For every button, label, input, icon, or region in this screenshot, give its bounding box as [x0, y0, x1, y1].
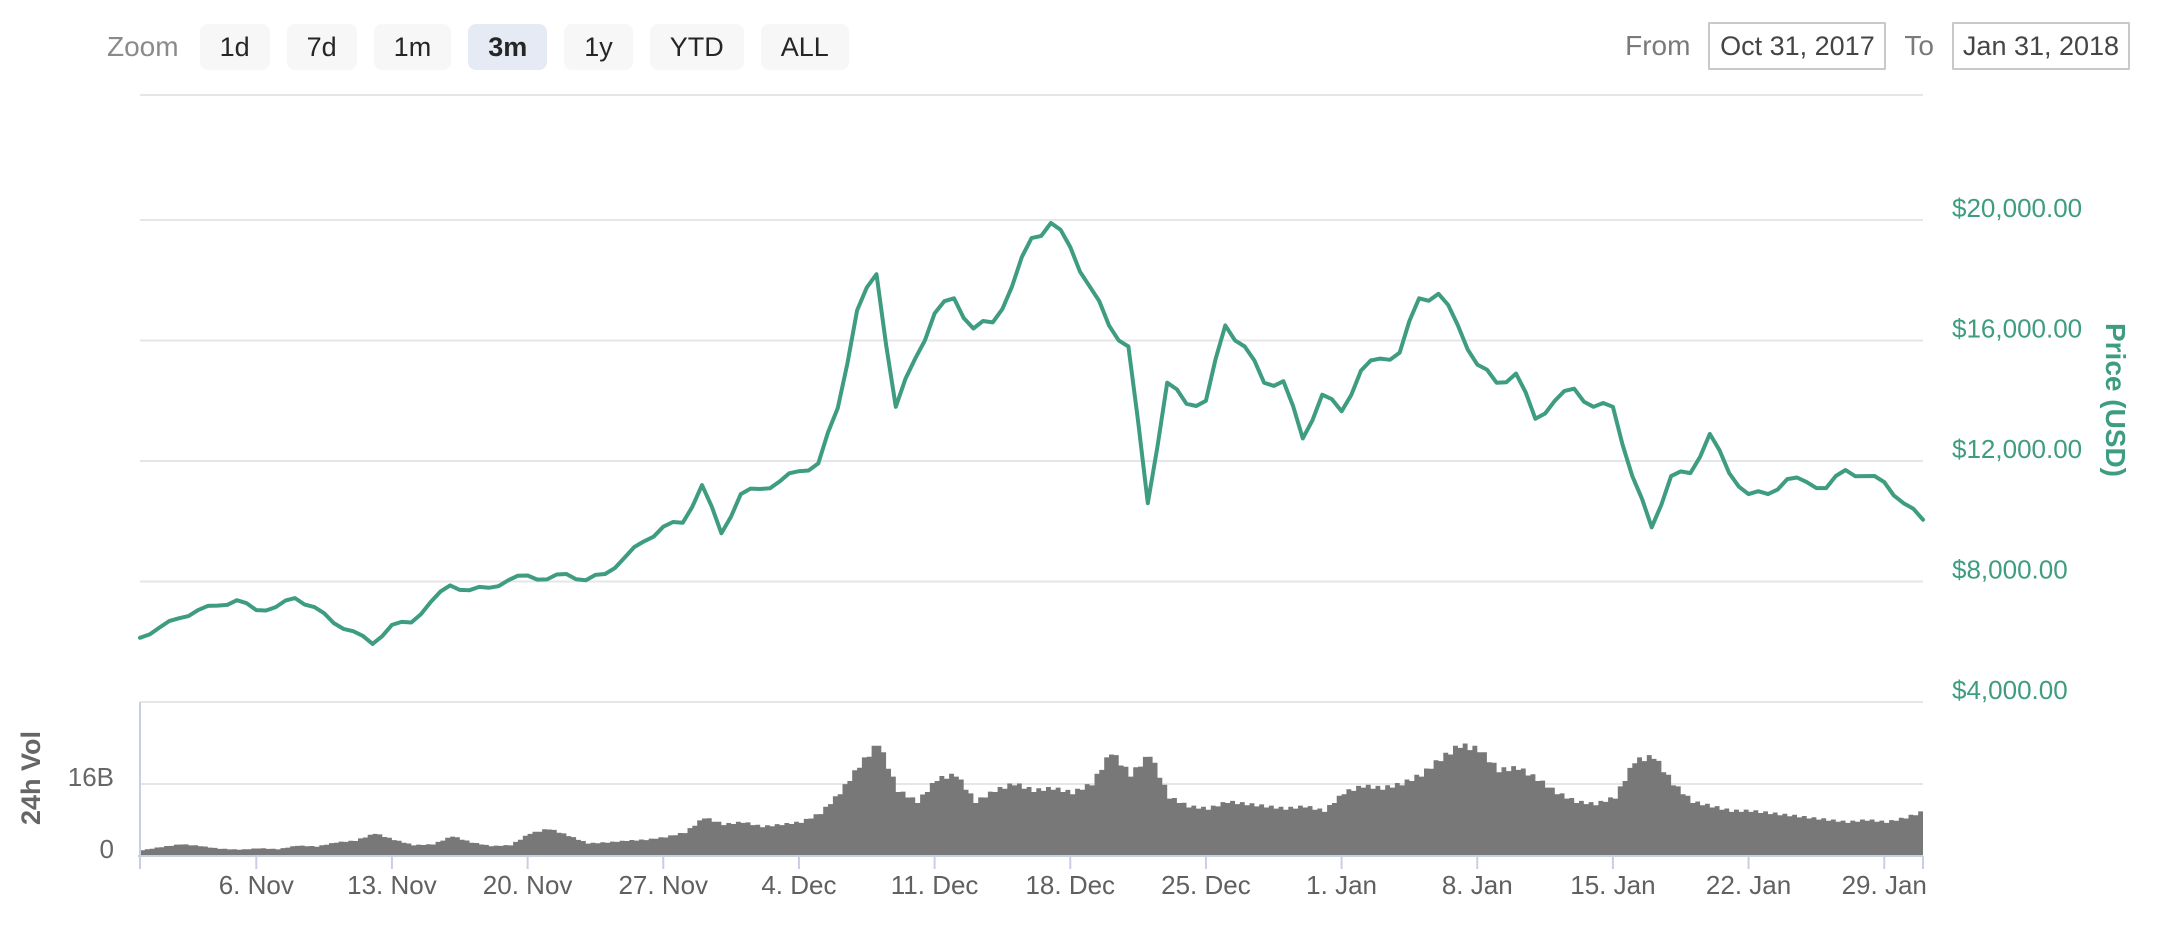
x-axis-label: 8. Jan — [1442, 870, 1513, 900]
volume-axis-label: 16B — [68, 762, 114, 792]
x-axis-label: 27. Nov — [618, 870, 708, 900]
x-axis-label: 25. Dec — [1161, 870, 1251, 900]
price-axis-label: $12,000.00 — [1952, 434, 2082, 464]
x-axis-label: 6. Nov — [219, 870, 294, 900]
from-date-input[interactable] — [1708, 22, 1887, 70]
x-axis-label: 22. Jan — [1706, 870, 1791, 900]
zoom-button-all[interactable]: ALL — [760, 24, 849, 70]
price-axis-title: Price (USD) — [2100, 323, 2131, 477]
zoom-button-1d[interactable]: 1d — [199, 24, 270, 70]
zoom-button-7d[interactable]: 7d — [286, 24, 357, 70]
from-label: From — [1625, 30, 1691, 61]
x-axis-label: 29. Jan — [1842, 870, 1927, 900]
price-line-series[interactable] — [138, 221, 1925, 646]
to-label: To — [1904, 30, 1934, 61]
volume-area-series[interactable] — [140, 743, 1923, 857]
to-date-input[interactable] — [1952, 22, 2130, 70]
zoom-button-group: Zoom 1d 7d 1m 3m 1y YTD ALL — [107, 24, 849, 70]
x-axis-label: 18. Dec — [1025, 870, 1115, 900]
volume-axis-label: 0 — [100, 834, 114, 864]
x-axis-label: 13. Nov — [347, 870, 437, 900]
volume-axis-title: 24h Vol — [16, 731, 46, 825]
zoom-button-3m[interactable]: 3m — [468, 24, 548, 70]
price-axis-label: $8,000.00 — [1952, 555, 2068, 585]
x-axis-label: 1. Jan — [1306, 870, 1377, 900]
x-axis-label: 4. Dec — [761, 870, 836, 900]
zoom-button-1y[interactable]: 1y — [564, 24, 633, 70]
price-axis-label: $20,000.00 — [1952, 193, 2082, 223]
zoom-label: Zoom — [107, 31, 179, 62]
x-axis-label: 20. Nov — [483, 870, 573, 900]
price-axis-label: $4,000.00 — [1952, 675, 2068, 705]
x-axis-label: 11. Dec — [891, 870, 979, 900]
chart-toolbar: Zoom 1d 7d 1m 3m 1y YTD ALL From To — [0, 0, 2178, 92]
x-axis-label: 15. Jan — [1570, 870, 1655, 900]
date-range-group: From To — [1625, 22, 2130, 70]
zoom-button-1m[interactable]: 1m — [373, 24, 452, 70]
zoom-button-ytd[interactable]: YTD — [649, 24, 744, 70]
price-axis-label: $16,000.00 — [1952, 314, 2082, 344]
